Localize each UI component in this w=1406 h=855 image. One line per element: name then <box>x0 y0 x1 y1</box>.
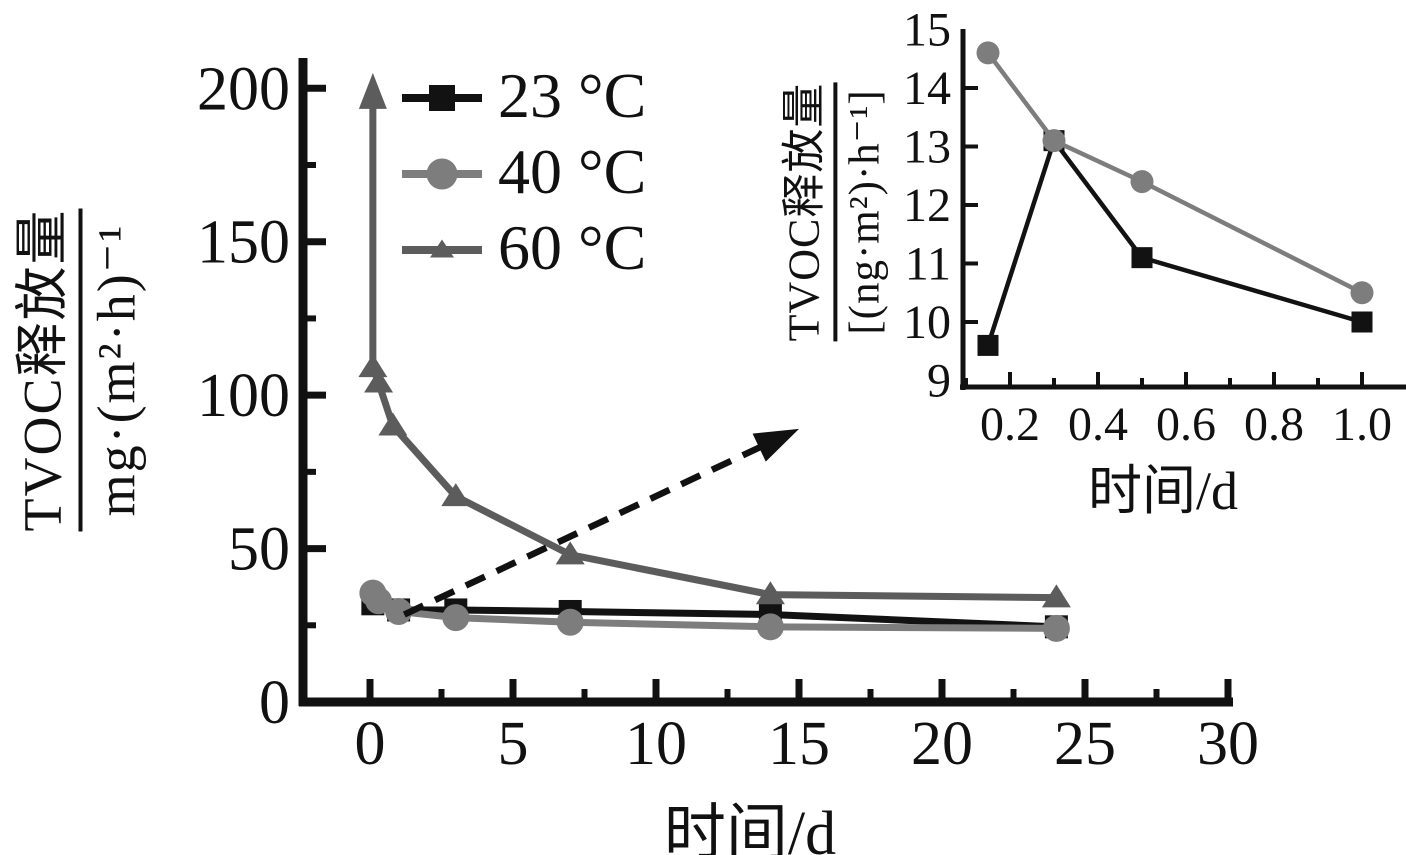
inset-x-axis-label: 时间/d <box>1087 461 1238 521</box>
y-tick-label: 12 <box>903 179 951 232</box>
series-triangle <box>358 72 1071 608</box>
y-tick-label: 11 <box>905 238 951 291</box>
x-tick-label: 1.0 <box>1332 398 1392 451</box>
legend-item-23c: 23 °C <box>402 60 646 136</box>
x-tick-label: 0.8 <box>1244 398 1304 451</box>
y-tick-label: 150 <box>197 209 290 277</box>
legend: 23 °C 40 °C 60 °C <box>402 60 646 288</box>
inset-y-axis-label: TVOC释放量 [(ng·m²)·h⁻¹] <box>588 82 1068 342</box>
inset-pointer-arrow <box>402 428 799 618</box>
y-tick-label: 200 <box>197 55 290 123</box>
legend-label: 40 °C <box>498 136 647 207</box>
y-tick-label: 100 <box>197 362 290 430</box>
legend-marker-triangle <box>402 239 482 258</box>
fraction-bar <box>78 208 82 532</box>
x-tick-label: 30 <box>1197 710 1259 778</box>
inset-y-axis-label-quantity: TVOC释放量 <box>779 82 828 342</box>
main-y-axis-label-unit: mg·(m²·h)⁻¹ <box>86 223 146 517</box>
y-tick-label: 13 <box>903 121 951 174</box>
main-y-axis-label: TVOC释放量 mg·(m²·h)⁻¹ <box>0 208 322 532</box>
x-tick-label: 0.6 <box>1156 398 1216 451</box>
inset-y-axis-label-unit: [(ng·m²)·h⁻¹] <box>841 89 888 335</box>
y-tick-label: 14 <box>903 62 951 115</box>
x-tick-label: 20 <box>911 710 973 778</box>
x-tick-label: 0 <box>355 710 386 778</box>
series-square <box>977 130 1373 356</box>
legend-item-60c: 60 °C <box>402 212 646 288</box>
main-y-axis-label-quantity: TVOC释放量 <box>12 208 72 532</box>
x-tick-label: 5 <box>498 710 529 778</box>
x-tick-label: 0.4 <box>1068 398 1128 451</box>
y-tick-label: 15 <box>903 4 951 57</box>
x-tick-label: 15 <box>768 710 830 778</box>
series-circle <box>359 579 1070 642</box>
legend-item-40c: 40 °C <box>402 136 646 212</box>
legend-marker-circle <box>402 158 482 190</box>
y-tick-label: 0 <box>259 669 290 737</box>
y-tick-label: 50 <box>228 516 290 584</box>
x-tick-label: 25 <box>1054 710 1116 778</box>
legend-label: 23 °C <box>498 60 647 131</box>
legend-label: 60 °C <box>498 212 647 283</box>
main-x-axis-label: 时间/d <box>663 800 837 855</box>
main-chart: 0 5 10 15 20 25 30 0 50 100 150 200 <box>197 55 1259 778</box>
series-circle <box>976 41 1374 305</box>
legend-marker-square <box>402 85 482 111</box>
y-tick-label: 9 <box>927 355 951 408</box>
x-tick-label: 10 <box>625 710 687 778</box>
y-tick-label: 10 <box>903 296 951 349</box>
x-tick-label: 0.2 <box>980 398 1040 451</box>
fraction-bar <box>833 82 837 342</box>
